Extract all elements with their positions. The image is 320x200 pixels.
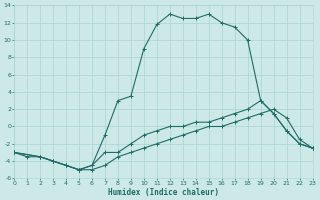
X-axis label: Humidex (Indice chaleur): Humidex (Indice chaleur) <box>108 188 219 197</box>
